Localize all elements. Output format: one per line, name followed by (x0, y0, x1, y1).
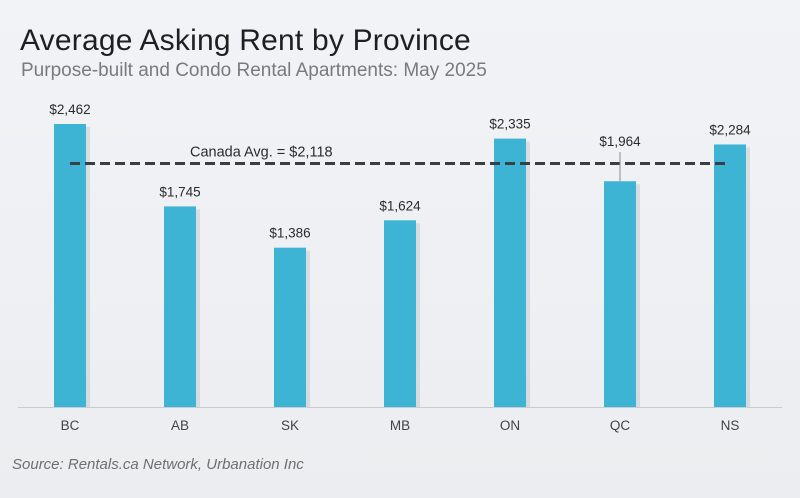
value-label-on: $2,335 (489, 117, 530, 132)
bar-on (494, 138, 526, 407)
bar-sk (274, 247, 306, 407)
category-label-qc: QC (610, 418, 631, 433)
chart-title: Average Asking Rent by Province (20, 24, 471, 57)
category-label-on: ON (500, 418, 520, 433)
value-label-ab: $1,745 (159, 184, 200, 199)
category-label-ab: AB (171, 418, 189, 433)
value-label-bc: $2,462 (49, 102, 90, 117)
bar-qc (604, 181, 636, 407)
bar-bc (54, 124, 86, 407)
bar-mb (384, 220, 416, 407)
value-label-ns: $2,284 (709, 122, 751, 137)
category-label-sk: SK (281, 418, 299, 433)
value-label-qc: $1,964 (599, 134, 641, 149)
labels-layer: $2,462 BC $1,745 AB $1,386 SK $1,624 MB $2,335 ON… (49, 102, 751, 433)
category-label-bc: BC (61, 418, 80, 433)
average-layer: Canada Avg. = $2,118 (70, 145, 730, 166)
bar-ns (714, 144, 746, 407)
bar-ab (164, 206, 196, 407)
source-note: Source: Rentals.ca Network, Urbanation I… (12, 456, 304, 473)
canada-average-label: Canada Avg. = $2,118 (190, 145, 333, 161)
category-label-mb: MB (390, 418, 410, 433)
chart-subtitle: Purpose-built and Condo Rental Apartment… (21, 60, 487, 81)
value-label-sk: $1,386 (269, 226, 310, 241)
category-label-ns: NS (721, 418, 740, 433)
bars-layer (18, 124, 782, 408)
value-label-mb: $1,624 (379, 198, 421, 213)
